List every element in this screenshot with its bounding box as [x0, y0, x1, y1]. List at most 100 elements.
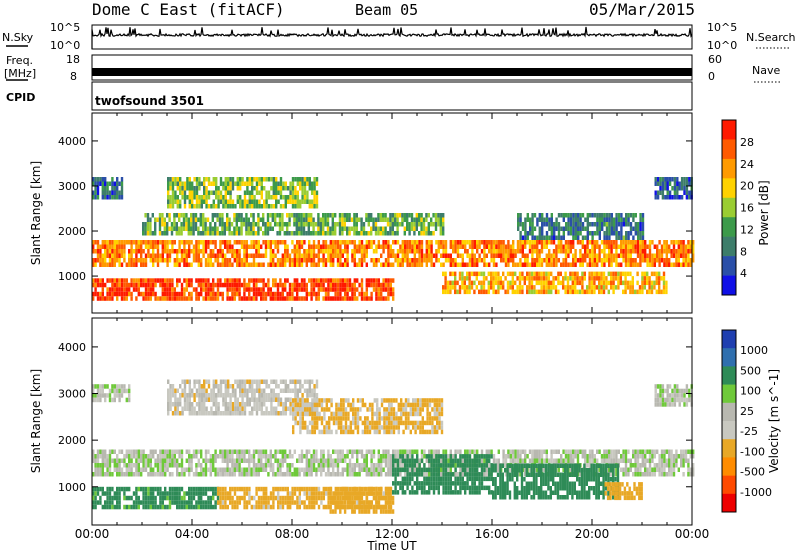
- heatmap-cell: [449, 289, 452, 295]
- heatmap-cell: [202, 287, 205, 292]
- heatmap-cell: [293, 217, 296, 222]
- heatmap-cell: [404, 258, 407, 263]
- heatmap-cell: [214, 458, 217, 463]
- heatmap-cell: [209, 495, 212, 501]
- heatmap-cell: [365, 472, 368, 477]
- heatmap-cell: [96, 486, 100, 492]
- heatmap-cell: [286, 486, 289, 492]
- heatmap-cell: [689, 262, 692, 267]
- heatmap-cell: [446, 289, 450, 295]
- heatmap-cell: [170, 231, 174, 236]
- heatmap-cell: [281, 262, 284, 267]
- heatmap-cell: [301, 199, 304, 204]
- heatmap-cell: [632, 472, 635, 477]
- heatmap-cell: [584, 449, 587, 454]
- heatmap-cell: [665, 280, 668, 286]
- heatmap-cell: [111, 287, 114, 292]
- heatmap-cell: [154, 278, 157, 283]
- heatmap-cell: [668, 244, 671, 249]
- heatmap-cell: [584, 258, 587, 263]
- heatmap-cell: [190, 291, 193, 297]
- heatmap-cell: [312, 458, 316, 463]
- heatmap-cell: [668, 454, 671, 459]
- beam-label: Beam 05: [355, 1, 418, 19]
- heatmap-cell: [562, 458, 565, 463]
- heatmap-cell: [517, 226, 520, 231]
- heatmap-cell: [152, 449, 155, 454]
- heatmap-cell: [456, 472, 460, 477]
- heatmap-cell: [221, 491, 225, 496]
- heatmap-cell: [226, 240, 229, 245]
- heatmap-cell: [142, 458, 145, 463]
- heatmap-cell: [92, 190, 95, 195]
- heatmap-cell: [344, 244, 347, 249]
- heatmap-cell: [689, 449, 692, 454]
- heatmap-cell: [252, 463, 256, 468]
- heatmap-cell: [533, 249, 536, 254]
- heatmap-cell: [308, 467, 311, 472]
- heatmap-cell: [320, 258, 323, 263]
- heatmap-cell: [235, 231, 238, 236]
- heatmap-cell: [185, 449, 188, 454]
- heatmap-cell: [92, 249, 95, 254]
- heatmap-cell: [536, 235, 539, 240]
- heatmap-cell: [164, 449, 167, 454]
- heatmap-cell: [336, 258, 340, 263]
- heatmap-cell: [128, 458, 131, 463]
- heatmap-cell: [637, 231, 640, 236]
- heatmap-cell: [233, 296, 236, 301]
- heatmap-cell: [293, 296, 296, 301]
- heatmap-cell: [310, 282, 313, 288]
- heatmap-cell: [183, 253, 186, 258]
- heatmap-cell: [92, 195, 95, 200]
- heatmap-cell: [548, 458, 551, 463]
- heatmap-cell: [341, 296, 344, 301]
- heatmap-cell: [135, 495, 138, 501]
- heatmap-cell: [96, 190, 100, 195]
- heatmap-cell: [200, 449, 203, 454]
- heatmap-cell: [492, 271, 495, 277]
- heatmap-cell: [183, 491, 186, 496]
- heatmap-cell: [452, 249, 455, 254]
- heatmap-cell: [265, 190, 268, 195]
- heatmap-cell: [281, 458, 284, 463]
- heatmap-cell: [648, 285, 651, 290]
- heatmap-cell: [279, 467, 282, 472]
- heatmap-cell: [572, 253, 575, 258]
- heatmap-cell: [274, 454, 277, 459]
- heatmap-cell: [171, 282, 174, 288]
- heatmap-cell: [230, 231, 234, 236]
- heatmap-cell: [301, 177, 304, 182]
- heatmap-cell: [336, 222, 339, 227]
- heatmap-cell: [509, 285, 512, 290]
- heatmap-cell: [180, 291, 184, 297]
- heatmap-cell: [281, 500, 285, 505]
- heatmap-cell: [257, 472, 260, 477]
- heatmap-cell: [159, 486, 162, 492]
- heatmap-cell: [227, 190, 230, 195]
- heatmap-cell: [168, 454, 172, 459]
- heatmap-cell: [159, 282, 162, 288]
- heatmap-cell: [243, 190, 247, 195]
- heatmap-cell: [263, 204, 266, 209]
- heatmap-cell: [130, 253, 133, 258]
- heatmap-cell: [245, 222, 248, 227]
- heatmap-cell: [341, 217, 344, 222]
- heatmap-cell: [341, 213, 344, 218]
- heatmap-cell: [197, 258, 200, 263]
- heatmap-cell: [111, 195, 114, 200]
- heatmap-cell: [185, 262, 188, 267]
- heatmap-cell: [384, 449, 388, 454]
- heatmap-cell: [581, 449, 584, 454]
- heatmap-cell: [135, 253, 138, 258]
- heatmap-cell: [149, 222, 152, 227]
- heatmap-cell: [374, 231, 378, 236]
- heatmap-cell: [567, 217, 570, 222]
- heatmap-cell: [332, 262, 335, 267]
- heatmap-cell: [449, 271, 452, 277]
- heatmap-cell: [282, 204, 285, 209]
- heatmap-cell: [212, 190, 215, 195]
- heatmap-cell: [300, 217, 303, 222]
- heatmap-cell: [279, 262, 282, 267]
- heatmap-cell: [339, 486, 342, 492]
